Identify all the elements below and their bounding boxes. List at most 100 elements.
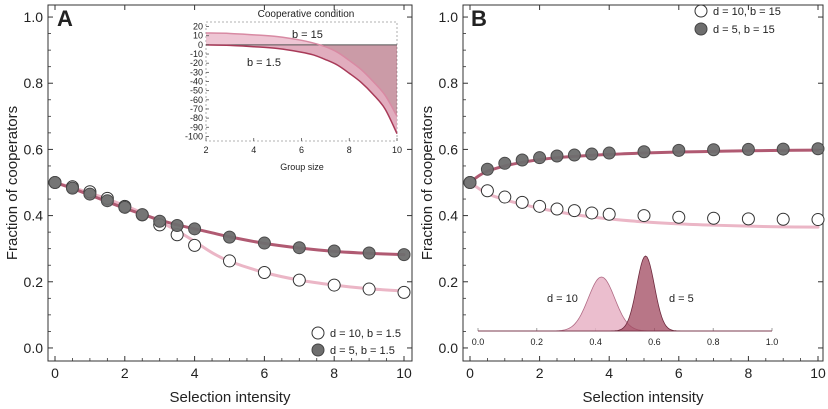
- data-point-filled: [118, 200, 132, 214]
- x-tick-label: 6: [675, 365, 683, 381]
- inset-y-tick-label: -90: [190, 122, 203, 132]
- x-tick-label: 2: [536, 365, 544, 381]
- y-tick-label: 0.6: [24, 141, 44, 157]
- dist-curve: [478, 255, 772, 332]
- data-point-open: [223, 254, 236, 268]
- panel-b-xlabel: Selection intensity: [583, 389, 704, 406]
- data-point-filled: [65, 181, 79, 195]
- data-point-filled: [707, 143, 721, 157]
- data-point-open: [480, 184, 494, 198]
- data-point-open: [533, 199, 547, 213]
- data-point-filled: [362, 246, 376, 260]
- inset-xlabel: Group size: [280, 162, 324, 172]
- data-point-open: [292, 273, 306, 287]
- data-point-filled: [223, 230, 236, 244]
- data-point-filled: [533, 151, 547, 165]
- panel-b: 0.0 0.2 0.4 0.6 0.8 1.0 0 2 4 6 8 10 0.0 0.2 0.4 0.6 0…: [419, 4, 826, 406]
- data-point-open: [257, 266, 271, 280]
- dist-curve: [478, 276, 772, 332]
- inset-x-tick-label: 10: [392, 145, 402, 155]
- dist-x-tick-label: 0.2: [531, 337, 544, 347]
- data-point-open: [602, 207, 616, 221]
- inset-annotation-b1p5: b = 1.5: [247, 57, 281, 69]
- inset-y-tick-label: -30: [190, 67, 203, 77]
- data-point-filled: [811, 142, 825, 156]
- data-point-open: [498, 190, 512, 204]
- y-tick-label: 0.2: [439, 274, 459, 290]
- data-point-filled: [498, 156, 512, 170]
- panel-b-ylabel: Fraction of cooperators: [419, 106, 436, 260]
- inset-x-tick-label: 6: [299, 145, 304, 155]
- y-tick-label: 1.0: [439, 9, 459, 25]
- panel-a-x-axis: 0 2 4 6 8 10: [51, 5, 412, 381]
- y-tick-label: 0.0: [24, 340, 44, 356]
- y-tick-label: 0.0: [439, 340, 459, 356]
- panel-b-y-axis: 0.0 0.2 0.4 0.6 0.8 1.0: [439, 9, 823, 356]
- panel-a-letter: A: [57, 6, 73, 31]
- data-point-filled: [100, 194, 114, 208]
- legend-marker-filled: [694, 22, 708, 36]
- dist-x-tick-label: 0.8: [707, 337, 720, 347]
- y-tick-label: 0.8: [439, 75, 459, 91]
- inset-y-tick-label: 10: [193, 31, 203, 41]
- data-point-open: [515, 195, 529, 209]
- inset-title: Cooperative condition: [258, 9, 355, 20]
- panel-b-x-axis: 0 2 4 6 8 10: [466, 5, 826, 381]
- data-point-open: [672, 210, 686, 224]
- dist-x-tick-label: 0.4: [589, 337, 602, 347]
- data-point-open: [741, 212, 755, 226]
- data-point-filled: [550, 149, 564, 163]
- panel-b-legend: d = 10, b = 15 d = 5, b = 15: [694, 4, 781, 36]
- data-point-open: [637, 209, 651, 223]
- legend-label-d10: d = 10, b = 1.5: [330, 328, 401, 340]
- dist-x-tick-label: 1.0: [766, 337, 779, 347]
- legend-label-d5: d = 5, b = 1.5: [330, 345, 395, 357]
- y-tick-label: 0.6: [439, 141, 459, 157]
- inset-y-tick-label: -10: [190, 49, 203, 59]
- data-point-filled: [135, 208, 149, 222]
- legend-marker-filled: [311, 343, 325, 357]
- panel-a-frame: [47, 4, 413, 362]
- dist-x-tick-label: 0.6: [648, 337, 661, 347]
- y-tick-label: 0.8: [24, 75, 44, 91]
- panel-a: 0.0 0.2 0.4 0.6 0.8 1.0 0 2 4 6 8 10 A Selection i…: [4, 4, 413, 406]
- panel-b-frame: [462, 4, 824, 362]
- data-point-filled: [188, 222, 202, 236]
- y-tick-label: 1.0: [24, 9, 44, 25]
- data-point-open: [550, 202, 564, 216]
- inset-area-b15: [206, 32, 397, 134]
- data-point-open: [327, 278, 341, 292]
- legend-label-d5: d = 5, b = 15: [713, 24, 775, 36]
- data-point-filled: [776, 142, 790, 156]
- x-tick-label: 0: [51, 365, 59, 381]
- data-point-filled: [153, 214, 167, 228]
- panel-a-y-axis: 0.0 0.2 0.4 0.6 0.8 1.0: [24, 9, 412, 356]
- x-tick-label: 4: [191, 365, 199, 381]
- inset-y-tick-label: -70: [190, 104, 203, 114]
- inset-y-tick-label: -80: [190, 113, 203, 123]
- panel-a-curves: [53, 181, 406, 293]
- inset-x-tick-label: 2: [203, 145, 208, 155]
- data-point-open: [188, 238, 202, 252]
- data-point-open: [776, 212, 790, 226]
- inset-curve-b1p5: [205, 44, 398, 135]
- panel-b-distribution-inset: 0.0 0.2 0.4 0.6 0.8 1.0: [472, 255, 779, 347]
- data-point-open: [397, 285, 411, 299]
- data-point-filled: [397, 248, 411, 262]
- data-point-open: [811, 213, 825, 227]
- data-point-filled: [637, 145, 651, 159]
- data-point-open: [585, 206, 599, 220]
- dist-x-tick-label: 0.0: [472, 337, 485, 347]
- data-point-open: [362, 282, 376, 296]
- legend-label-d10: d = 10, b = 15: [713, 6, 781, 18]
- inset-y-tick-label: 20: [193, 22, 203, 32]
- data-point-filled: [567, 148, 581, 162]
- inset-y-tick-label: -60: [190, 95, 203, 105]
- data-point-open: [707, 211, 721, 225]
- data-point-filled: [602, 146, 616, 160]
- data-point-filled: [515, 153, 529, 167]
- dist-annotation-d5: d = 5: [669, 293, 694, 305]
- inset-y-tick-label: -50: [190, 86, 203, 96]
- inset-y-tick-label: -40: [190, 77, 203, 87]
